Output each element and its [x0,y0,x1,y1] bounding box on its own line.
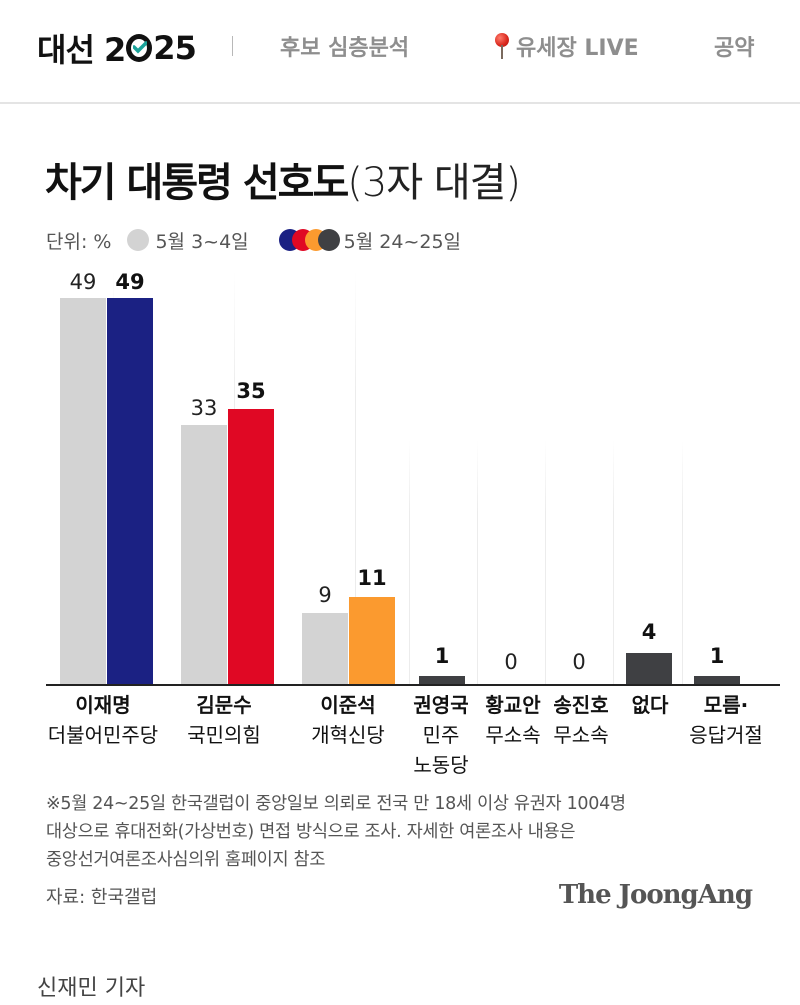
legend-label-curr: 5월 24~25일 [343,230,462,253]
party-name: 더불어민주당 [47,723,159,747]
value-label-lee-js-prev: 9 [318,583,332,607]
value-label-hwang-ka: 0 [504,650,518,674]
bar-lee-jm-prev [60,298,106,684]
bar-kim-ms-prev [181,425,227,684]
chart-title-main: 차기 대통령 선호도 [45,160,349,206]
top-navigation-bar: 대선 2 25 후보 심층분석 유세장 LIVE 공약 [0,0,800,104]
group-separator [682,440,683,686]
footnote-line: ※5월 24~25일 한국갤럽이 중앙일보 의뢰로 전국 만 18세 이상 유권… [46,794,626,814]
bar-lee-js-prev [302,613,348,684]
party-name: 민주 [422,723,460,747]
party-name: 무소속 [485,723,541,747]
bar-none [626,653,672,684]
option-name: 모름· [703,693,749,717]
bar-kwon-yg-curr [419,676,465,684]
candidate-name: 황교안 [485,693,541,717]
party-name: 개혁신당 [311,723,385,747]
survey-footnote: ※5월 24~25일 한국갤럽이 중앙일보 의뢰로 전국 만 18세 이상 유권… [46,790,766,874]
value-label-lee-js-curr: 11 [357,566,387,590]
party-name: 무소속 [553,723,609,747]
bar-lee-js-curr [349,597,395,684]
nav-label: 유세장 LIVE [516,36,639,61]
logo-text-suffix: 25 [153,29,197,67]
option-name: 없다 [631,693,669,717]
bar-dont-know [694,676,740,684]
party-name: 국민의힘 [187,723,261,747]
candidate-name: 송진호 [553,693,609,717]
bar-lee-jm-curr [107,298,153,684]
unit-label: 단위: % [46,230,112,253]
candidate-name: 이재명 [75,693,131,717]
header-divider [232,36,233,56]
joongang-logo: The JoongAng [558,880,753,910]
nav-pledges[interactable]: 공약 [714,30,754,62]
candidate-name: 김문수 [196,693,252,717]
value-label-kwon-yg: 1 [434,644,450,668]
category-label-kwon-yg: 권영국 민주 노동당 [406,690,476,780]
legend-dot-prev-icon [127,229,150,251]
category-label-dont-know: 모름· 응답거절 [676,690,776,750]
value-label-lee-jm-prev: 49 [69,270,97,294]
value-label-song-jh: 0 [572,650,586,674]
group-separator [477,440,478,686]
nav-candidate-analysis[interactable]: 후보 심층분석 [280,30,409,62]
category-label-none: 없다 [620,690,680,720]
candidate-name: 권영국 [413,693,469,717]
election-2025-logo[interactable]: 대선 2 25 [37,28,197,69]
category-label-hwang-ka: 황교안 무소속 [478,690,548,750]
value-label-dont-know: 1 [709,644,725,668]
group-separator [409,440,410,686]
option-name-line2: 응답거절 [689,723,763,747]
nav-label: 후보 심층분석 [280,36,410,61]
chart-title-sub: (3자 대결) [347,160,521,206]
legend-dots-curr-icon [278,229,340,251]
nav-label: 공약 [714,36,755,61]
group-separator [545,440,546,686]
value-label-kim-ms-curr: 35 [236,379,266,403]
category-label-lee-jm: 이재명 더불어민주당 [38,690,168,750]
category-label-lee-js: 이준석 개혁신당 [298,690,398,750]
footnote-line: 대상으로 휴대전화(가상번호) 면접 방식으로 조사. 자세한 여론조사 내용은 [46,822,576,842]
data-source: 자료: 한국갤럽 [46,887,158,908]
group-separator [613,440,614,686]
value-label-none: 4 [641,620,657,644]
value-label-kim-ms-prev: 33 [190,396,218,420]
pushpin-icon [494,31,510,61]
candidate-name: 이준석 [320,693,376,717]
bar-chart: 49 49 33 35 9 11 1 0 0 4 1 [46,260,780,686]
category-label-kim-ms: 김문수 국민의힘 [174,690,274,750]
group-separator [355,270,356,686]
bar-kim-ms-curr [228,409,274,684]
category-label-song-jh: 송진호 무소속 [546,690,616,750]
x-axis-baseline [46,684,780,686]
value-label-lee-jm-curr: 49 [115,270,145,294]
legend-label-prev: 5월 3~4일 [155,230,249,253]
chart-title: 차기 대통령 선호도(3자 대결) [45,150,521,208]
nav-campaign-live[interactable]: 유세장 LIVE [494,30,639,62]
chart-legend: 단위: % 5월 3~4일 5월 24~25일 [46,225,461,255]
check-circle-icon [126,34,153,62]
footnote-line: 중앙선거여론조사심의위 홈페이지 참조 [46,850,326,870]
logo-text-prefix: 대선 2 [37,31,126,69]
reporter-byline[interactable]: 신재민 기자 [37,976,146,1001]
party-name-line2: 노동당 [413,753,469,777]
